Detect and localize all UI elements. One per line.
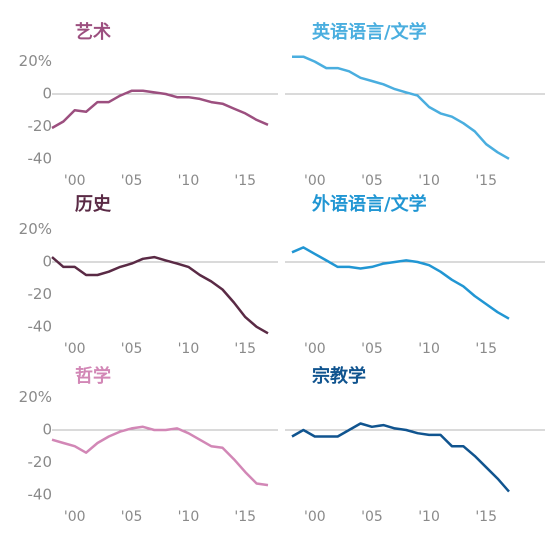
x-tick-label: '00: [64, 341, 86, 357]
x-tick-label: '10: [178, 341, 200, 357]
y-tick-label: 20%: [19, 220, 52, 238]
x-tick-label: '15: [475, 509, 497, 525]
y-tick-label: 0: [42, 253, 52, 271]
y-tick-label: 20%: [19, 388, 52, 406]
x-tick-label: '15: [234, 509, 256, 525]
series-line: [51, 255, 269, 335]
y-tick-label: 0: [42, 85, 52, 103]
x-tick-label: '05: [121, 173, 143, 189]
x-tick-label: '05: [361, 509, 383, 525]
chart-title: 历史: [75, 193, 112, 215]
x-tick-label: '10: [418, 509, 440, 525]
x-tick-label: '10: [418, 173, 440, 189]
y-tick-label: -40: [28, 485, 53, 503]
x-tick-label: '15: [234, 173, 256, 189]
x-tick-label: '05: [361, 173, 383, 189]
x-tick-label: '00: [304, 173, 326, 189]
chart-title: 宗教学: [312, 365, 366, 387]
x-tick-label: '00: [304, 509, 326, 525]
series-line: [51, 89, 269, 130]
x-tick-label: '15: [475, 173, 497, 189]
x-tick-label: '15: [475, 341, 497, 357]
x-tick-label: '05: [361, 341, 383, 357]
x-tick-label: '15: [234, 341, 256, 357]
y-tick-label: -40: [28, 317, 53, 335]
y-tick-label: -20: [28, 117, 53, 135]
series-line: [291, 422, 510, 493]
x-tick-label: '10: [178, 173, 200, 189]
x-tick-label: '00: [64, 509, 86, 525]
y-tick-label: -40: [28, 149, 53, 167]
x-tick-label: '05: [121, 509, 143, 525]
series-line: [51, 425, 269, 487]
y-tick-label: -20: [28, 453, 53, 471]
x-tick-label: '05: [121, 341, 143, 357]
y-tick-label: 0: [42, 421, 52, 439]
y-tick-label: -20: [28, 285, 53, 303]
x-tick-label: '10: [418, 341, 440, 357]
chart-title: 艺术: [75, 21, 111, 43]
x-tick-label: '00: [64, 173, 86, 189]
chart-title: 哲学: [75, 365, 111, 387]
series-line: [292, 55, 510, 160]
x-tick-label: '00: [304, 341, 326, 357]
chart-title: 英语语言/文学: [311, 21, 427, 43]
x-tick-label: '10: [178, 509, 200, 525]
chart-title: 外语语言/文学: [312, 193, 427, 215]
y-tick-label: 20%: [19, 52, 52, 70]
series-line: [291, 246, 510, 320]
